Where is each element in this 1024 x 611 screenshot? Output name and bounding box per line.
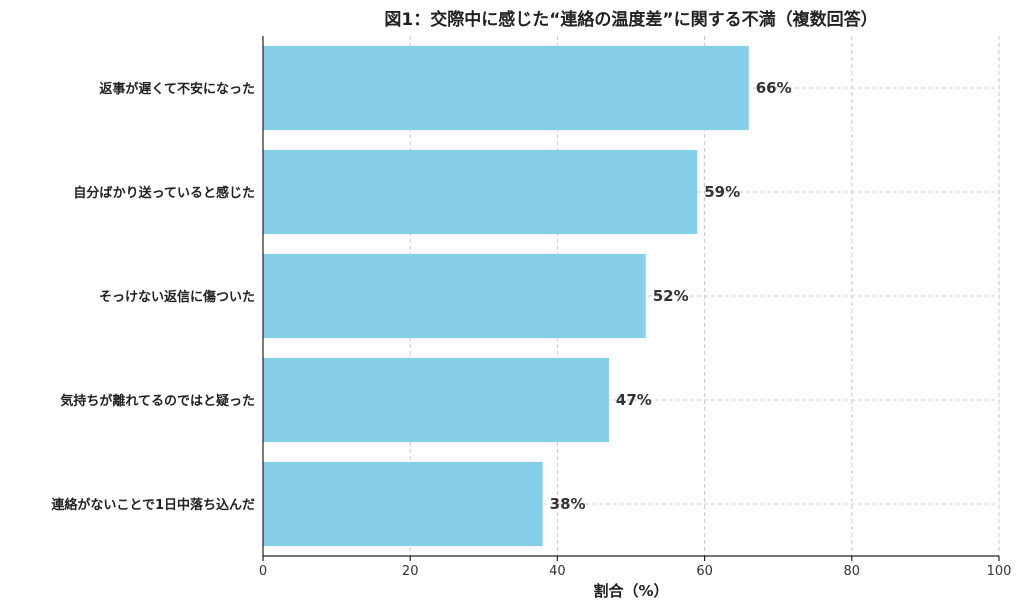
x-tick-label-1: 20: [402, 564, 419, 579]
x-tick-label-4: 80: [844, 564, 861, 579]
x-tick-label-3: 60: [696, 564, 713, 579]
bars: [263, 45, 749, 547]
x-tick-label-0: 0: [259, 564, 267, 579]
bar-3: [263, 357, 609, 443]
bar-2: [263, 253, 646, 339]
category-label-0: 返事が遅くて不安になった: [99, 81, 255, 97]
value-label-3: 47%: [616, 391, 652, 409]
category-label-2: そっけない返信に傷ついた: [99, 289, 255, 305]
category-label-1: 自分ばかり送っていると感じた: [73, 185, 255, 201]
labels: 返事が遅くて不安になった 66% 自分ばかり送っていると感じた 59% そっけない返信に…: [51, 79, 791, 513]
x-axis-label: 割合（%）: [593, 582, 668, 600]
bar-0: [263, 45, 749, 131]
value-label-1: 59%: [704, 183, 740, 201]
value-label-0: 66%: [756, 79, 792, 97]
value-label-2: 52%: [653, 287, 689, 305]
x-tick-label-5: 100: [987, 564, 1012, 579]
value-label-4: 38%: [550, 495, 586, 513]
x-tick-label-2: 40: [549, 564, 566, 579]
category-label-4: 連絡がないことで1日中落ち込んだ: [51, 497, 255, 513]
axes: 0 20 40 60 80 100: [259, 36, 1012, 579]
bar-1: [263, 149, 698, 235]
bar-4: [263, 461, 543, 547]
chart-title: 図1：交際中に感じた“連絡の温度差”に関する不満（複数回答）: [384, 9, 877, 30]
category-label-3: 気持ちが離れてるのではと疑った: [60, 393, 255, 409]
